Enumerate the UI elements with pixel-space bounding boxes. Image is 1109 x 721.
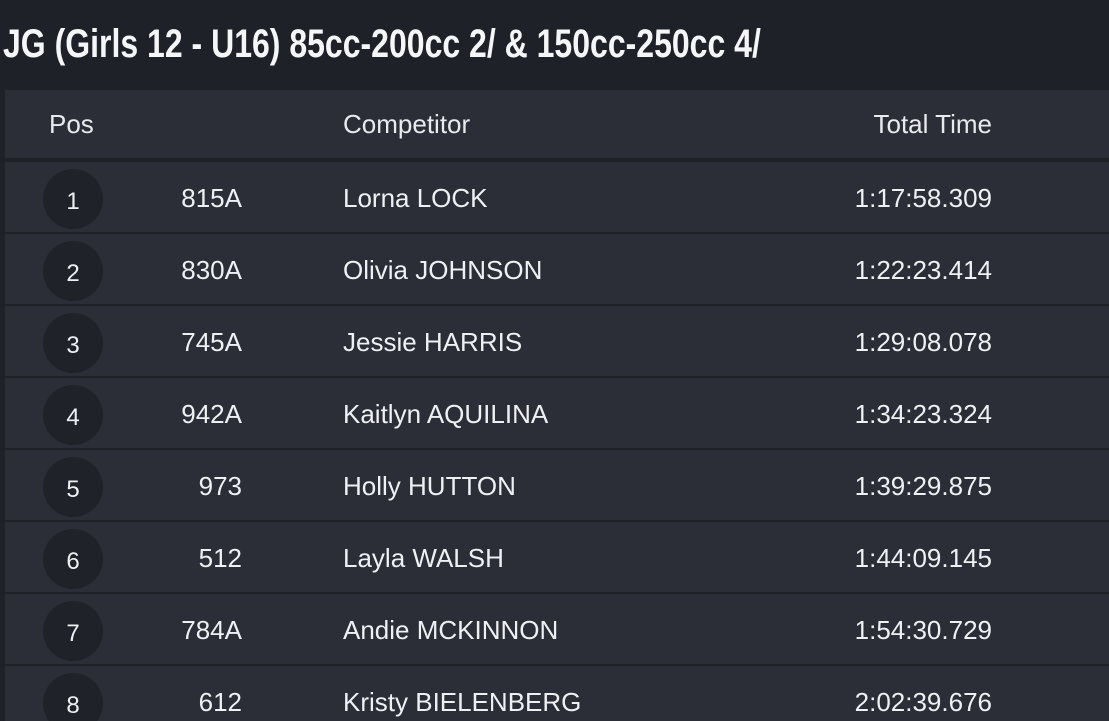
header-separator	[5, 158, 1109, 162]
result-row: 5 973 Holly HUTTON 1:39:29.875	[5, 450, 1109, 522]
result-row: 6 512 Layla WALSH 1:44:09.145	[5, 522, 1109, 594]
column-header: Competitor	[343, 109, 471, 139]
competitor-name: Holly HUTTON	[343, 471, 516, 501]
total-time: 2:02:39.676	[854, 687, 992, 717]
race-number: 942A	[181, 399, 242, 429]
total-time: 1:29:08.078	[854, 327, 992, 357]
race-number: 830A	[181, 255, 242, 285]
race-number: 784A	[181, 615, 242, 645]
total-time: 1:54:30.729	[854, 615, 992, 645]
total-time: 1:39:29.875	[854, 471, 992, 501]
total-time: 1:34:23.324	[854, 399, 992, 429]
page-title: JG (Girls 12 - U16) 85cc-200cc 2/ & 150c…	[3, 22, 761, 66]
position-badge: 7	[43, 601, 103, 661]
competitor-name: Kristy BIELENBERG	[343, 687, 582, 717]
results-table: Pos Competitor Total Time 1 815A Lorna LOC…	[5, 90, 1109, 721]
result-row: 2 830A Olivia JOHNSON 1:22:23.414	[5, 234, 1109, 306]
result-row: 8 612 Kristy BIELENBERG 2:02:39.676	[5, 666, 1109, 721]
position-badge: 4	[43, 385, 103, 445]
position-badge: 2	[43, 241, 103, 301]
result-row: 1 815A Lorna LOCK 1:17:58.309	[5, 162, 1109, 234]
race-number: 512	[198, 543, 242, 573]
total-time: 1:22:23.414	[854, 255, 992, 285]
competitor-name: Olivia JOHNSON	[343, 255, 543, 285]
race-number: 973	[198, 471, 242, 501]
result-row: 4 942A Kaitlyn AQUILINA 1:34:23.324	[5, 378, 1109, 450]
position-badge: 1	[43, 169, 103, 229]
competitor-name: Andie MCKINNON	[343, 615, 559, 645]
competitor-name: Layla WALSH	[343, 543, 504, 573]
race-number: 815A	[181, 183, 242, 213]
result-row: 7 784A Andie MCKINNON 1:54:30.729	[5, 594, 1109, 666]
competitor-name: Lorna LOCK	[343, 183, 488, 213]
position-badge: 6	[43, 529, 103, 589]
position-badge: 5	[43, 457, 103, 517]
column-header: Pos	[49, 109, 94, 139]
column-header: Total Time	[873, 109, 993, 139]
race-number: 612	[198, 687, 242, 717]
position-badge: 8	[43, 673, 103, 721]
total-time: 1:17:58.309	[854, 183, 992, 213]
competitor-name: Jessie HARRIS	[343, 327, 523, 357]
total-time: 1:44:09.145	[854, 543, 992, 573]
competitor-name: Kaitlyn AQUILINA	[343, 399, 549, 429]
result-row: 3 745A Jessie HARRIS 1:29:08.078	[5, 306, 1109, 378]
position-badge: 3	[43, 313, 103, 373]
race-number: 745A	[181, 327, 242, 357]
